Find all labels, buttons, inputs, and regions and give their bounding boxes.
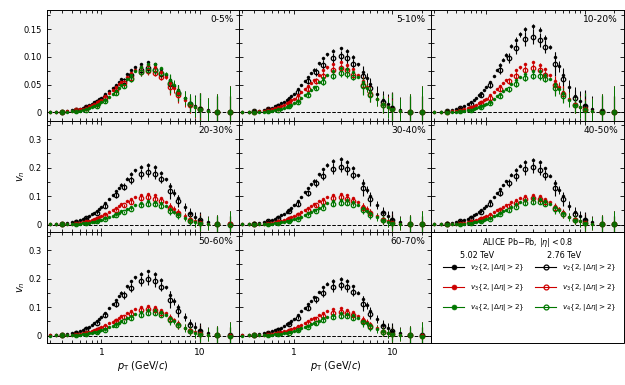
Text: $v_2\{2,|\Delta\eta|>2\}$: $v_2\{2,|\Delta\eta|>2\}$ [470,262,524,273]
Text: 5.02 TeV: 5.02 TeV [460,251,494,259]
Text: $v_2\{2,|\Delta\eta|>2\}$: $v_2\{2,|\Delta\eta|>2\}$ [562,262,617,273]
Text: 0-5%: 0-5% [210,15,233,24]
Text: 10-20%: 10-20% [583,15,618,24]
Text: 40-50%: 40-50% [583,126,618,135]
Text: 5-10%: 5-10% [397,15,426,24]
X-axis label: $p_{\rm T}$ (GeV/$c$): $p_{\rm T}$ (GeV/$c$) [309,359,361,373]
Text: ALICE Pb$-$Pb, $|\eta|<0.8$: ALICE Pb$-$Pb, $|\eta|<0.8$ [482,236,573,249]
Text: $v_4\{2,|\Delta\eta|>2\}$: $v_4\{2,|\Delta\eta|>2\}$ [470,301,524,313]
Text: 20-30%: 20-30% [199,126,233,135]
Text: $v_3\{2,|\Delta\eta|>2\}$: $v_3\{2,|\Delta\eta|>2\}$ [562,282,617,293]
Text: $v_3\{2,|\Delta\eta|>2\}$: $v_3\{2,|\Delta\eta|>2\}$ [470,282,524,293]
Y-axis label: $v_n$: $v_n$ [16,281,28,293]
Text: 2.76 TeV: 2.76 TeV [547,251,581,259]
Text: 50-60%: 50-60% [199,237,233,246]
Text: 30-40%: 30-40% [391,126,426,135]
Y-axis label: $v_n$: $v_n$ [16,170,28,182]
X-axis label: $p_{\rm T}$ (GeV/$c$): $p_{\rm T}$ (GeV/$c$) [118,359,169,373]
Text: $v_4\{2,|\Delta\eta|>2\}$: $v_4\{2,|\Delta\eta|>2\}$ [562,301,617,313]
Text: 60-70%: 60-70% [391,237,426,246]
